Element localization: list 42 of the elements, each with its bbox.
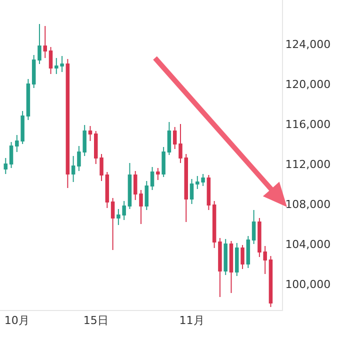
candlestick (71, 156, 76, 182)
candlestick (26, 78, 30, 120)
y-tick-label: 108,000 (285, 198, 331, 211)
candlestick (139, 190, 143, 224)
candlestick (128, 162, 132, 210)
candlestick (252, 210, 256, 244)
x-tick-label: 10月 (4, 314, 30, 328)
candlestick (218, 238, 222, 298)
candlestick (133, 170, 138, 200)
candlestick (229, 240, 234, 294)
y-tick-label: 112,000 (285, 158, 331, 171)
x-tick-label: 11月 (179, 314, 204, 328)
candlestick (66, 58, 70, 188)
candlestick (48, 46, 53, 74)
y-tick-label: 116,000 (285, 118, 331, 131)
y-tick-label: 104,000 (285, 238, 331, 251)
x-tick-label: 15日 (83, 314, 108, 328)
candlestick (162, 146, 166, 178)
candlestick (240, 244, 244, 270)
candlestick (144, 180, 149, 210)
candlestick (212, 200, 216, 248)
candlestick (9, 142, 14, 168)
y-tick-label: 120,000 (285, 78, 331, 91)
candlestick (110, 198, 115, 250)
candlestick (206, 174, 211, 210)
candlestick (105, 172, 110, 208)
candlestick (4, 158, 8, 174)
candlestick (38, 24, 42, 64)
candlestick (224, 238, 228, 276)
candlestick (190, 178, 194, 204)
y-tick-label: 124,000 (285, 38, 331, 51)
candlestick (172, 126, 177, 150)
candlestick (88, 126, 92, 142)
candlestick (150, 166, 154, 190)
y-tick-label: 100,000 (285, 278, 331, 291)
candlestick (156, 168, 160, 180)
candlestick (268, 256, 273, 308)
candlestick (43, 26, 47, 58)
candlestick (246, 236, 250, 268)
candlestick (235, 242, 239, 276)
candlestick (32, 54, 36, 88)
candlestick (167, 122, 172, 156)
